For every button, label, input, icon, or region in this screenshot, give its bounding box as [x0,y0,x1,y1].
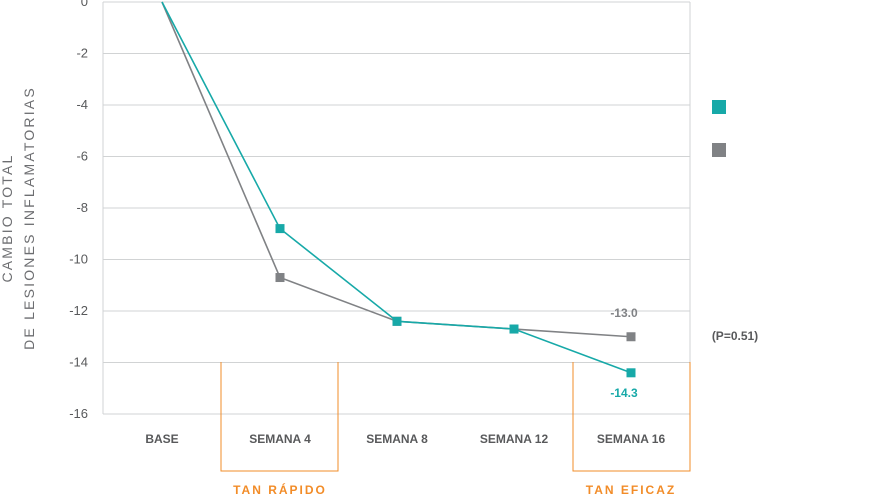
callout-label-week4: TAN RÁPIDO [233,482,327,495]
series-1-marker [275,224,285,234]
series-markers [275,224,636,378]
y-tick-label: -4 [76,97,88,112]
x-tick-label: BASE [145,432,178,446]
series-2-marker [626,332,636,342]
series-2-marker [275,273,285,283]
callout-label-week16: TAN EFICAZ [586,483,676,495]
y-axis-label-line: CAMBIO TOTAL [0,153,15,282]
x-axis-ticks: BASE SEMANA 4 SEMANA 8 SEMANA 12 SEMANA 16 [145,432,665,446]
y-axis-ticks: 0 -2 -4 -6 -8 -10 -12 -14 -16 [69,0,88,421]
series-line-2 [161,1,632,338]
y-tick-label: -6 [76,149,88,164]
annotations: -13.0 -14.3 (P=0.51) [610,306,758,400]
x-tick-label: SEMANA 16 [597,432,666,446]
y-axis-label-line: DE LESIONES INFLAMATORIAS [21,86,37,350]
legend-swatch-series-1 [712,100,726,114]
x-tick-label: SEMANA 4 [249,432,311,446]
series1-end-label: -14.3 [610,386,638,400]
y-axis-label: CAMBIO TOTAL DE LESIONES INFLAMATORIAS [0,86,37,350]
y-tick-label: -2 [76,46,88,61]
gridlines [102,1,691,415]
series-1-marker [392,316,402,326]
series-1-marker [626,368,636,378]
y-tick-label: -14 [69,355,88,370]
y-tick-label: -16 [69,406,88,421]
callout-boxes: TAN RÁPIDO TAN EFICAZ [220,362,691,495]
y-tick-label: -12 [69,303,88,318]
p-value-label: (P=0.51) [712,329,758,343]
series2-end-label: -13.0 [610,306,638,320]
series-1-marker [509,324,519,334]
legend [712,100,726,157]
y-tick-label: -10 [69,252,88,267]
x-tick-label: SEMANA 12 [480,432,549,446]
callout-box-week16 [572,362,691,472]
x-tick-label: SEMANA 8 [366,432,428,446]
callout-box-week4 [220,362,339,472]
y-tick-label: -8 [76,200,88,215]
legend-swatch-series-2 [712,143,726,157]
y-tick-label: 0 [81,0,88,9]
